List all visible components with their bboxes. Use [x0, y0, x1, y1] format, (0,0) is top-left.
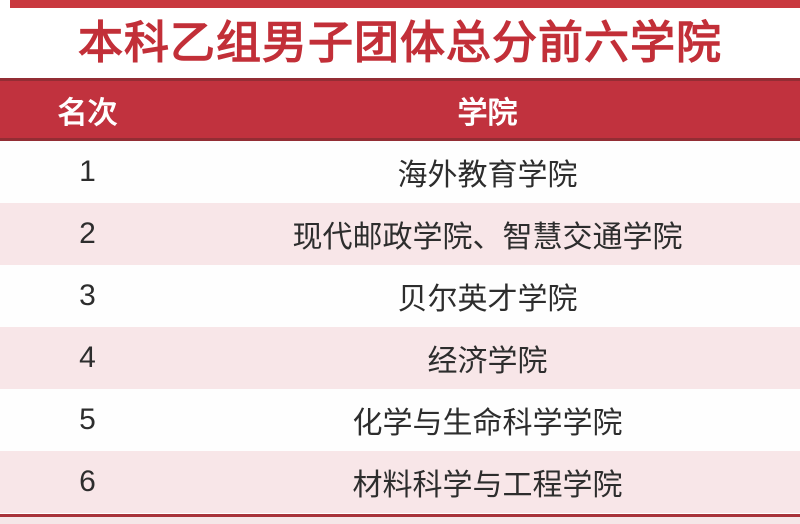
ranking-table: 名次 学院 1 海外教育学院 2 现代邮政学院、智慧交通学院 3 贝尔英才学院 …: [0, 78, 800, 513]
college-cell: 化学与生命科学学院: [352, 407, 623, 440]
table-row: 4 经济学院: [0, 327, 800, 389]
top-accent-bar: [10, 0, 800, 8]
header-cell-college: 学院: [457, 96, 518, 130]
rank-cell: 5: [79, 403, 96, 436]
rank-cell: 2: [79, 217, 96, 250]
table-body: 1 海外教育学院 2 现代邮政学院、智慧交通学院 3 贝尔英才学院 4 经济学院…: [0, 141, 800, 513]
rank-cell: 4: [79, 341, 96, 374]
table-row: 6 材料科学与工程学院: [0, 451, 800, 513]
table-row: 1 海外教育学院: [0, 141, 800, 203]
college-cell: 海外教育学院: [397, 159, 578, 192]
college-cell: 材料科学与工程学院: [352, 469, 623, 502]
college-cell: 经济学院: [427, 345, 548, 378]
table-row: 5 化学与生命科学学院: [0, 389, 800, 451]
table-header-row: 名次 学院: [0, 78, 800, 141]
footer-strip: [0, 517, 800, 524]
rank-cell: 6: [79, 465, 96, 498]
table-row: 2 现代邮政学院、智慧交通学院: [0, 203, 800, 265]
college-cell: 现代邮政学院、智慧交通学院: [292, 221, 683, 254]
rank-cell: 3: [79, 279, 96, 312]
header-cell-rank: 名次: [57, 96, 118, 130]
page-title: 本科乙组男子团体总分前六学院: [77, 17, 722, 68]
bottom-accent-line: [0, 514, 800, 517]
rank-cell: 1: [79, 155, 96, 188]
college-cell: 贝尔英才学院: [397, 283, 578, 316]
table-row: 3 贝尔英才学院: [0, 265, 800, 327]
